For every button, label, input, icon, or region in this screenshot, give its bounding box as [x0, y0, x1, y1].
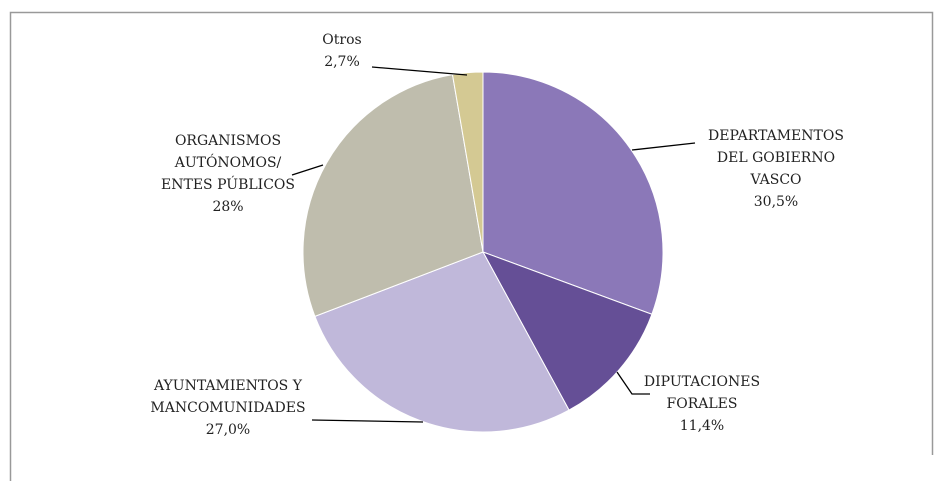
pie-slice	[314, 251, 570, 433]
leader-line	[291, 164, 324, 176]
label-line: AUTÓNOMOS/	[174, 153, 282, 171]
leader-line	[311, 419, 424, 423]
label-line: FORALES	[667, 396, 738, 412]
label-line: Otros	[322, 32, 361, 48]
value-label: 11,4%	[680, 418, 724, 434]
pie-slice	[482, 71, 664, 315]
frame	[9, 11, 934, 481]
slice-label: ORGANISMOS AUTÓNOMOS/ENTES PÚBLICOS	[161, 133, 295, 193]
slice-label: DIPUTACIONES FORALES	[644, 374, 760, 412]
label-line: VASCO	[749, 172, 801, 188]
label-line: DIPUTACIONES	[644, 374, 760, 390]
label-line: ENTES PÚBLICOS	[161, 175, 295, 193]
leader-line	[371, 66, 468, 76]
label-line: DEL GOBIERNO	[717, 150, 835, 166]
value-label: 2,7%	[324, 54, 360, 70]
slice-label: Otros	[322, 32, 361, 48]
pie-slice	[481, 251, 653, 411]
label-line: AYUNTAMIENTOS Y	[153, 378, 303, 394]
label-line: MANCOMUNIDADES	[150, 400, 305, 416]
value-label: 28%	[212, 199, 243, 215]
label-line: DEPARTAMENTOS	[708, 128, 844, 144]
slice-label: DEPARTAMENTOS DEL GOBIERNO VASCO	[708, 128, 844, 188]
leader-line	[631, 142, 696, 151]
label-line: ORGANISMOS	[175, 133, 281, 149]
value-label: 30,5%	[754, 194, 798, 210]
pie-slice	[451, 71, 484, 253]
slice-label: AYUNTAMIENTOS Y MANCOMUNIDADES	[150, 378, 305, 416]
value-label: 27,0%	[206, 422, 250, 438]
pie-slice	[302, 74, 484, 318]
leader-line	[616, 371, 650, 395]
